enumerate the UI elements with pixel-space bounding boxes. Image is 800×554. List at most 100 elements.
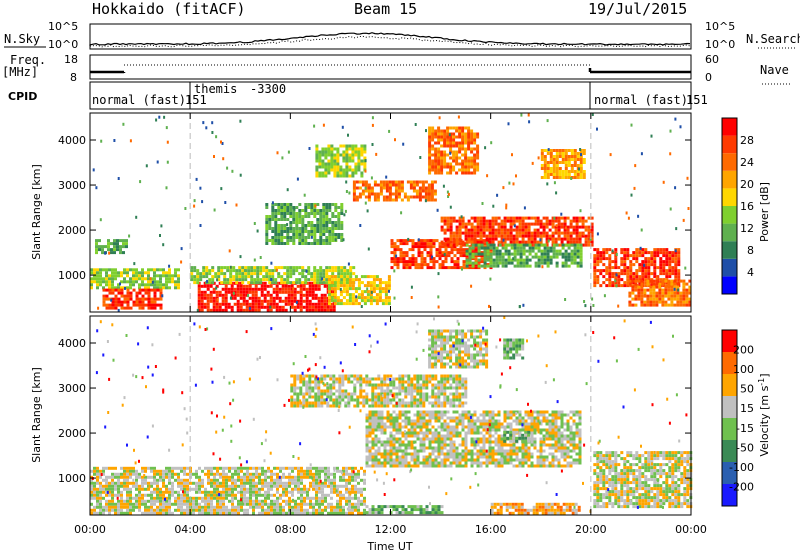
heatmap-cell: [548, 234, 552, 238]
heatmap-cell: [411, 254, 415, 258]
heatmap-cell: [123, 268, 126, 272]
heatmap-cell: [464, 159, 468, 163]
heatmap-cell: [331, 239, 335, 242]
heatmap-cell: [375, 284, 379, 288]
heatmap-cell: [491, 231, 495, 235]
heatmap-cell: [319, 224, 323, 227]
heatmap-cell: [575, 216, 579, 220]
heatmap-cell: [197, 305, 201, 309]
heatmap-speckle: [159, 234, 161, 237]
heatmap-cell: [315, 150, 319, 154]
heatmap-cell: [198, 475, 201, 479]
heatmap-cell: [102, 469, 105, 473]
heatmap-cell: [462, 266, 466, 270]
heatmap-cell: [211, 281, 215, 285]
heatmap-cell: [349, 275, 353, 279]
heatmap-cell: [479, 216, 483, 220]
heatmap-cell: [531, 255, 535, 259]
heatmap-cell: [255, 487, 258, 491]
heatmap-cell: [108, 475, 111, 479]
heatmap-cell: [99, 505, 102, 509]
heatmap-cell: [316, 275, 320, 279]
heatmap-cell: [267, 493, 270, 497]
heatmap-cell: [126, 274, 129, 278]
heatmap-cell: [518, 231, 522, 235]
heatmap-cell: [304, 212, 308, 215]
heatmap-cell: [162, 286, 165, 290]
heatmap-cell: [244, 278, 248, 282]
heatmap-speckle: [615, 273, 618, 277]
heatmap-cell: [363, 299, 367, 303]
heatmap-speckle: [243, 269, 246, 272]
heatmap-speckle: [410, 296, 413, 299]
heatmap-cell: [545, 222, 549, 226]
heatmap-cell: [216, 511, 219, 515]
heatmap-cell: [437, 153, 441, 157]
heatmap-cell: [162, 283, 165, 287]
heatmap-cell: [634, 279, 638, 283]
heatmap-cell: [289, 203, 293, 206]
heatmap-speckle: [213, 208, 216, 212]
heatmap-cell: [521, 222, 525, 226]
heatmap-cell: [243, 484, 246, 488]
heatmap-cell: [450, 266, 454, 270]
heatmap-cell: [113, 248, 116, 252]
heatmap-cell: [168, 475, 171, 479]
heatmap-cell: [260, 293, 264, 297]
heatmap-cell: [240, 469, 243, 473]
heatmap-cell: [573, 161, 577, 164]
heatmap-cell: [198, 484, 201, 488]
heatmap-cell: [380, 413, 384, 417]
heatmap-cell: [243, 481, 246, 485]
heatmap-cell: [534, 261, 538, 265]
heatmap-cell: [319, 266, 323, 270]
heatmap-cell: [527, 216, 531, 220]
heatmap-cell: [120, 490, 123, 494]
heatmap-cell: [254, 290, 258, 294]
heatmap-cell: [264, 469, 267, 473]
heatmap-cell: [446, 132, 450, 136]
heatmap-cell: [156, 481, 159, 485]
heatmap-cell: [602, 254, 606, 258]
heatmap-cell: [123, 280, 126, 284]
heatmap-cell: [147, 505, 150, 509]
heatmap-cell: [467, 132, 471, 136]
heatmap-cell: [123, 505, 126, 509]
heatmap-cell: [271, 236, 275, 239]
heatmap-cell: [313, 224, 317, 227]
heatmap-cell: [309, 496, 312, 500]
heatmap-cell: [378, 293, 382, 297]
heatmap-cell: [650, 257, 654, 261]
heatmap-cell: [195, 499, 198, 503]
heatmap-cell: [289, 275, 293, 279]
heatmap-cell: [207, 499, 210, 503]
heatmap-cell: [322, 281, 326, 285]
heatmap-cell: [333, 296, 337, 300]
heatmap-cell: [231, 511, 234, 515]
heatmap-cell: [363, 144, 367, 148]
heatmap-cell: [438, 257, 442, 261]
heatmap-cell: [489, 264, 493, 268]
heatmap-cell: [461, 162, 465, 166]
heatmap-cell: [299, 308, 303, 312]
heatmap-speckle: [117, 177, 120, 180]
heatmap-cell: [233, 293, 237, 297]
heatmap-cell: [135, 271, 138, 275]
heatmap-cell: [653, 275, 657, 279]
heatmap-cell: [579, 243, 583, 247]
heatmap-cell: [440, 216, 444, 220]
heatmap-cell: [555, 164, 559, 167]
heatmap-cell: [376, 183, 380, 187]
heatmap-cell: [555, 155, 559, 158]
heatmap-cell: [368, 416, 372, 420]
heatmap-cell: [132, 271, 135, 275]
heatmap-cell: [428, 138, 432, 142]
heatmap-cell: [153, 466, 156, 470]
heatmap-cell: [332, 305, 336, 309]
heatmap-cell: [229, 281, 233, 285]
heatmap-cell: [165, 271, 168, 275]
heatmap-cell: [141, 271, 144, 275]
heatmap-cell: [292, 266, 296, 270]
heatmap-cell: [324, 174, 328, 178]
heatmap-cell: [289, 236, 293, 239]
